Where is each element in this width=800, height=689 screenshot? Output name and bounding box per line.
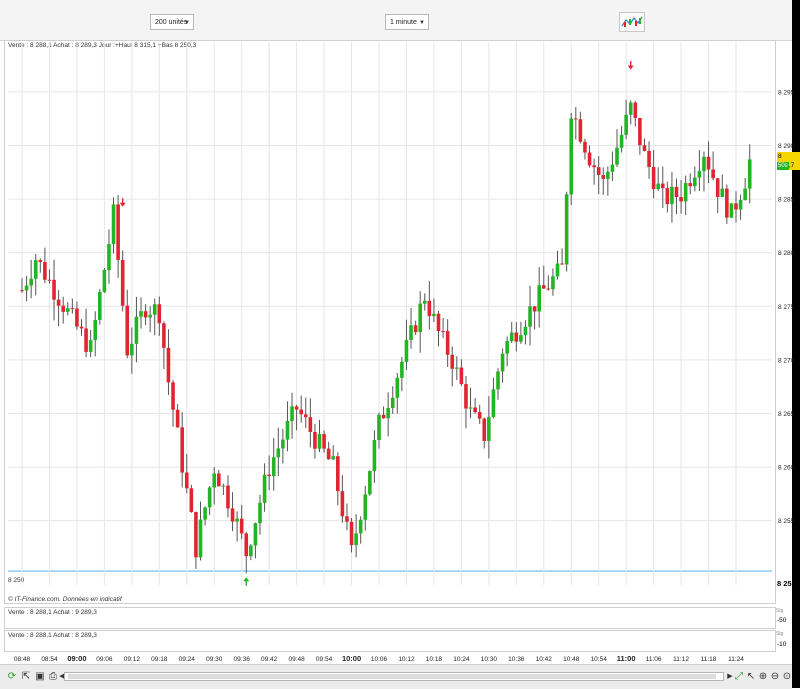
zoom-out-icon[interactable]: ⊖: [770, 671, 780, 682]
signal-pane-1-side-label: Sig: [776, 608, 784, 614]
x-tick-label: 09:12: [124, 656, 141, 663]
x-tick-label: 10:24: [453, 656, 470, 663]
zoom-reset-icon[interactable]: ⊙: [782, 671, 792, 682]
window-edge: [792, 0, 800, 688]
x-tick-label: 10:54: [591, 656, 608, 663]
x-tick-label: 11:06: [646, 656, 662, 663]
quantity-select-value: 200 unités: [155, 19, 188, 26]
quantity-select[interactable]: 200 unités ▼: [150, 14, 194, 30]
x-tick-label: 10:36: [508, 656, 525, 663]
x-tick-label: 11:18: [701, 656, 717, 663]
x-tick-label: 09:24: [179, 656, 196, 663]
signal-pane-1[interactable]: [4, 607, 776, 629]
x-tick-label: 09:36: [234, 656, 251, 663]
x-tick-label: 10:48: [563, 656, 580, 663]
bottom-toolbar: ⟳ ⇱ ▣ ⎙ ◀ ▶ ⤢ ↖ ⊕ ⊖ ⊙: [0, 664, 792, 689]
scrollbar-thumb[interactable]: [68, 674, 716, 679]
signal-pane-2-info: Vente : 8 288,1 Achat : 8 289,3: [8, 632, 97, 639]
main-chart-pane[interactable]: [4, 40, 776, 604]
signal-pane-2-side-label: Sig: [776, 631, 784, 637]
x-tick-label: 11:00: [617, 654, 636, 663]
zoom-in-icon[interactable]: ⊕: [758, 671, 768, 682]
time-scrollbar[interactable]: [64, 672, 724, 681]
signal-pane-2[interactable]: [4, 630, 776, 652]
interval-select[interactable]: 1 minute ▼: [385, 14, 429, 30]
x-tick-label: 10:00: [342, 654, 361, 663]
cursor-icon[interactable]: ↖: [746, 671, 756, 682]
x-tick-label: 09:54: [316, 656, 333, 663]
signal-pane-2-tick: -10: [777, 641, 787, 648]
x-tick-label: 09:48: [288, 656, 305, 663]
x-tick-label: 09:06: [96, 656, 113, 663]
print-icon[interactable]: ⎙: [49, 671, 57, 682]
x-tick-label: 09:30: [206, 656, 223, 663]
candlestick-chart-icon[interactable]: [619, 12, 645, 32]
signal-pane-1-info: Vente : 8 288,1 Achat : 9 289,3: [8, 609, 97, 616]
scroll-right-icon[interactable]: ▶: [727, 673, 733, 680]
x-tick-label: 09:18: [151, 656, 168, 663]
x-tick-label: 08:48: [14, 656, 31, 663]
x-tick-label: 11:24: [728, 656, 744, 663]
x-tick-label: 10:12: [398, 656, 415, 663]
scroll-left-icon[interactable]: ◀: [59, 673, 65, 680]
signal-pane-1-tick: -50: [777, 617, 787, 624]
chevron-down-icon: ▼: [419, 20, 425, 26]
day-low-axis-label: 8 250: [777, 579, 796, 588]
x-tick-label: 10:30: [481, 656, 498, 663]
data-source-watermark: © IT-Finance.com. Données en indicatif: [8, 596, 122, 603]
main-info-line: Vente : 8 288,1 Achat : 8 289,3 Jour :+H…: [8, 42, 197, 49]
x-tick-label: 10:18: [426, 656, 443, 663]
save-icon[interactable]: ▣: [35, 671, 45, 682]
x-tick-label: 09:00: [67, 654, 86, 663]
expand-icon[interactable]: ⤢: [735, 671, 743, 682]
candle-countdown-badge: 50s: [777, 162, 789, 170]
x-tick-label: 08:54: [41, 656, 58, 663]
day-low-line-label: 8 250: [8, 577, 25, 584]
x-tick-label: 09:42: [261, 656, 278, 663]
x-tick-label: 11:12: [673, 656, 689, 663]
x-tick-label: 10:42: [536, 656, 553, 663]
refresh-icon[interactable]: ⟳: [7, 671, 17, 682]
x-tick-label: 10:06: [371, 656, 388, 663]
chart-toolbar: 200 unités ▼ 1 minute ▼: [0, 0, 792, 41]
chevron-down-icon: ▼: [184, 20, 190, 26]
interval-select-value: 1 minute: [390, 19, 417, 26]
cursor-icon[interactable]: ⇱: [21, 671, 31, 682]
